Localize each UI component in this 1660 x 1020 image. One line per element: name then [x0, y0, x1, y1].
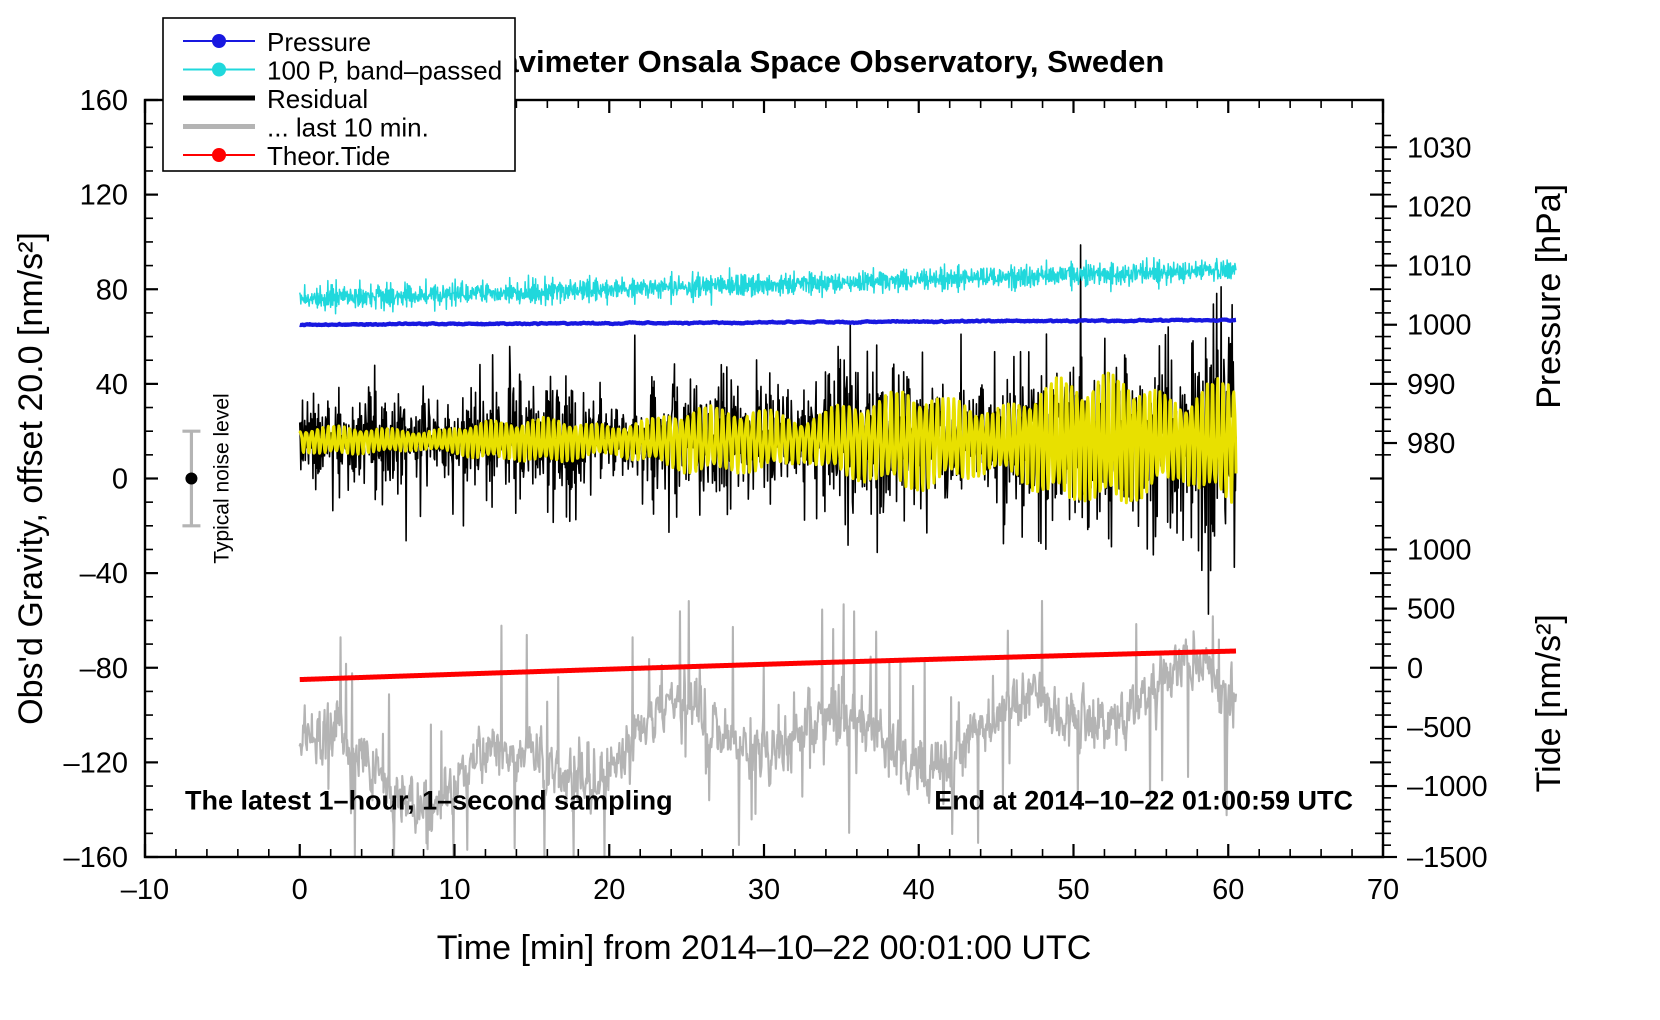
y-tick-label: 80 [96, 274, 128, 306]
legend-item-label: Pressure [267, 27, 371, 57]
legend-item-label: Residual [267, 84, 368, 114]
noise-bar-center-dot [185, 472, 198, 485]
tide-tick-label: –1000 [1407, 771, 1488, 803]
legend-item-label: ... last 10 min. [267, 113, 429, 143]
x-tick-label: 60 [1212, 874, 1244, 906]
axes-group [143, 98, 1397, 859]
data-traces-group [297, 244, 1238, 859]
noise-level-label: Typical noise level [210, 393, 233, 563]
y-tick-label: –40 [80, 558, 128, 590]
trace-pressure [298, 317, 1238, 328]
y-axis-title: Obs'd Gravity, offset 20.0 [nm/s²] [12, 232, 50, 725]
x-tick-label: 20 [593, 874, 625, 906]
y-tick-label: 40 [96, 369, 128, 401]
annotation-bottom-right: End at 2014–10–22 01:00:59 UTC [934, 786, 1353, 816]
tide-axis-title: Tide [nm/s²] [1530, 614, 1568, 792]
x-tick-label: –10 [121, 874, 169, 906]
trace-theoretical-tide [297, 648, 1238, 683]
x-axis-title: Time [min] from 2014–10–22 00:01:00 UTC [437, 929, 1092, 967]
y-tick-label: 0 [112, 464, 128, 496]
pressure-tick-label: 1030 [1407, 132, 1472, 164]
x-tick-label: 40 [903, 874, 935, 906]
pressure-tick-label: 1020 [1407, 191, 1472, 223]
y-tick-label: –80 [80, 653, 128, 685]
x-tick-label: 30 [748, 874, 780, 906]
legend-swatch-dot [212, 148, 226, 162]
pressure-tick-label: 990 [1407, 369, 1455, 401]
y-tick-label: 120 [80, 180, 128, 212]
y-tick-label: –120 [63, 747, 128, 779]
x-tick-label: 70 [1367, 874, 1399, 906]
x-tick-label: 50 [1057, 874, 1089, 906]
legend-swatch-dot [212, 62, 226, 77]
legend-item-last-10-min[interactable]: ... last 10 min. [183, 113, 429, 143]
pressure-tick-label: 980 [1407, 428, 1455, 460]
trace-filtered-overlay [298, 371, 1238, 505]
legend-item-theor-tide[interactable]: Theor.Tide [183, 141, 390, 171]
trace-band-passed-pressure [299, 256, 1237, 315]
tide-tick-label: –1500 [1407, 842, 1488, 874]
tide-tick-label: 1000 [1407, 534, 1472, 566]
legend-item-residual[interactable]: Residual [183, 84, 368, 114]
pressure-tick-label: 1010 [1407, 251, 1472, 283]
x-tick-label: 0 [292, 874, 308, 906]
legend-item-100-p-band-passed[interactable]: 100 P, band–passed [183, 56, 502, 86]
annotation-bottom-left: The latest 1–hour, 1–second sampling [185, 786, 673, 816]
legend-item-label: Theor.Tide [267, 141, 390, 171]
legend-item-pressure[interactable]: Pressure [183, 27, 371, 57]
x-tick-label: 10 [438, 874, 470, 906]
y-tick-label: –160 [63, 842, 128, 874]
legend-item-label: 100 P, band–passed [267, 56, 502, 86]
trace-last-10-min [298, 599, 1238, 859]
tide-tick-label: 500 [1407, 594, 1455, 626]
tide-tick-label: 0 [1407, 653, 1423, 685]
tide-tick-label: –500 [1407, 712, 1472, 744]
legend-swatch-dot [212, 34, 226, 48]
y-tick-label: 160 [80, 85, 128, 117]
pressure-axis-title: Pressure [hPa] [1530, 184, 1568, 409]
pressure-tick-label: 1000 [1407, 310, 1472, 342]
